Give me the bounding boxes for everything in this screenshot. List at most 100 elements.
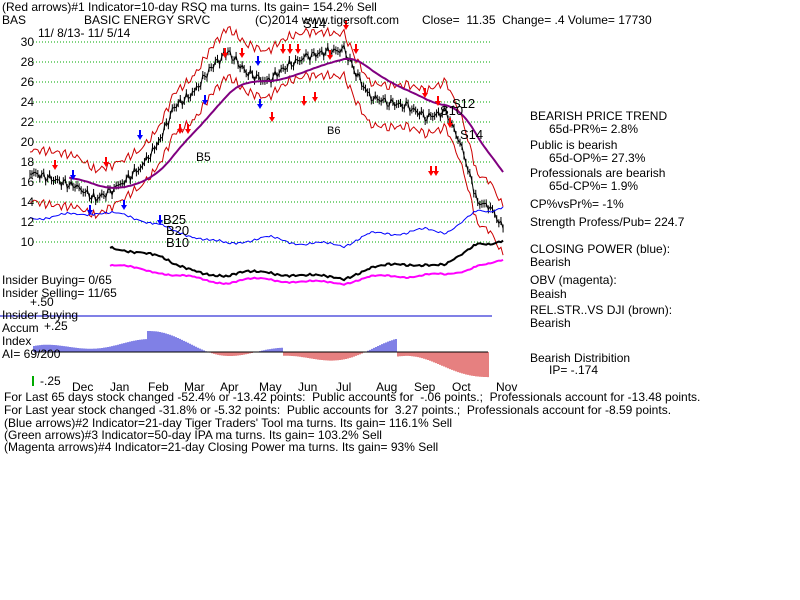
date-range: 11/ 8/13- 11/ 5/14 — [38, 26, 131, 40]
y-tick-label: 12 — [20, 215, 34, 229]
signal-label: S12 — [452, 96, 476, 111]
professionals-value: 65d-CP%= 1.9% — [549, 179, 639, 193]
signal-arrowhead-icon — [185, 129, 191, 134]
signal-arrowhead-icon — [222, 53, 228, 58]
signal-arrowhead-icon — [157, 220, 163, 225]
footer-line4: (Green arrows)#3 Indicator=50-day IPA ma… — [4, 428, 382, 442]
y-tick-label: 28 — [20, 55, 34, 69]
accum-tick-top: +.25 — [44, 319, 68, 333]
signal-label: B5 — [196, 150, 211, 164]
signal-arrowhead-icon — [269, 117, 275, 122]
x-tick-label: Jan — [110, 380, 130, 394]
insider-buying-count: Insider Buying= 0/65 — [2, 273, 112, 287]
y-tick-label: 22 — [20, 115, 34, 129]
signal-arrowhead-icon — [353, 49, 359, 54]
professionals-title: Professionals are bearish — [530, 166, 666, 180]
x-tick-label: Jul — [336, 380, 352, 394]
ticker-symbol: BAS — [2, 13, 27, 27]
y-tick-label: 16 — [20, 175, 34, 189]
trend-value: 65d-PR%= 2.8% — [549, 122, 639, 136]
signal-arrowhead-icon — [137, 135, 143, 140]
obv-line — [109, 258, 504, 286]
signal-arrowhead-icon — [177, 129, 183, 134]
x-tick-label: Mar — [184, 380, 205, 394]
signal-arrowhead-icon — [327, 55, 333, 60]
signal-label: S14 — [460, 127, 484, 142]
lower-band-line — [29, 69, 504, 256]
price-line — [29, 43, 504, 229]
footer-line1: For Last 65 days stock changed -52.4% or… — [4, 390, 701, 404]
signal-label: S10 — [440, 103, 464, 118]
relstr-value: Bearish — [530, 316, 571, 330]
signal-arrowhead-icon — [103, 162, 109, 167]
ip-value: IP= -.174 — [549, 363, 599, 377]
public-title: Public is bearish — [530, 138, 618, 152]
x-tick-label: Jun — [298, 380, 318, 394]
y-tick-label: 10 — [20, 235, 34, 249]
signal-label: B20 — [166, 223, 190, 238]
signal-arrowhead-icon — [295, 49, 301, 54]
relstr-line — [109, 239, 504, 282]
signal-label: B10 — [166, 235, 190, 250]
signal-arrowhead-icon — [121, 205, 127, 210]
x-tick-label: Sep — [414, 380, 436, 394]
signal-arrowhead-icon — [435, 101, 441, 106]
copyright: (C)2014 www.tigersoft.com — [255, 13, 400, 27]
trend-title: BEARISH PRICE TREND — [530, 109, 668, 123]
closing-power-line — [29, 206, 504, 249]
index-label: Index — [2, 334, 32, 348]
signal-arrowhead-icon — [301, 101, 307, 106]
footer-line5: (Magenta arrows)#4 Indicator=21-day Clos… — [4, 440, 439, 454]
accum-tick-bottom: -.25 — [40, 374, 61, 388]
obv-value: Beaish — [530, 287, 567, 301]
lower-panel-label: Insider Buying — [2, 308, 79, 322]
signal-arrowhead-icon — [343, 25, 349, 30]
y-tick-label: 26 — [20, 75, 34, 89]
x-tick-label: Aug — [376, 380, 398, 394]
obv-label: OBV (magenta): — [530, 273, 617, 287]
signal-arrowhead-icon — [202, 100, 208, 105]
footer-line2: For Last year stock changed -31.8% or -5… — [4, 403, 672, 417]
closing-power-value: Bearish — [530, 255, 571, 269]
signal-arrowhead-icon — [447, 123, 453, 128]
signal-label: B6 — [327, 125, 341, 137]
y-tick-label: 14 — [20, 195, 34, 209]
distribution-label: Bearish Distribition — [530, 351, 631, 365]
public-value: 65d-OP%= 27.3% — [549, 151, 646, 165]
x-tick-label: Dec — [72, 380, 94, 394]
quote-line: Close= 11.35 Change= .4 Volume= 17730 — [422, 13, 652, 27]
company-name: BASIC ENERGY SRVC — [84, 13, 211, 27]
signal-arrowhead-icon — [428, 171, 434, 176]
signal-arrowhead-icon — [312, 97, 318, 102]
x-tick-label: May — [259, 380, 282, 394]
signal-arrowhead-icon — [257, 104, 263, 109]
y-tick-label: 20 — [20, 135, 34, 149]
signal-arrowhead-icon — [287, 49, 293, 54]
signal-arrowhead-icon — [433, 171, 439, 176]
ai-value: AI= 69/200 — [2, 347, 61, 361]
signal-arrowhead-icon — [70, 175, 76, 180]
obv-scale-label: +.50 — [30, 295, 54, 309]
signal-arrowhead-icon — [239, 53, 245, 58]
signal-label: S14 — [303, 16, 327, 31]
footer-line3: (Blue arrows)#2 Indicator=21-day Tiger T… — [4, 416, 453, 430]
closing-power-label: CLOSING POWER (blue): — [530, 242, 671, 256]
signal-arrowhead-icon — [52, 165, 58, 170]
signal-arrowhead-icon — [255, 61, 261, 66]
x-tick-label: Oct — [452, 380, 471, 394]
ma-long-line — [69, 57, 504, 189]
y-tick-label: 24 — [20, 95, 34, 109]
signal-label: B25 — [163, 212, 187, 227]
y-tick-label: 30 — [20, 35, 34, 49]
strength-ratio: Strength Profess/Pub= 224.7 — [530, 215, 685, 229]
x-tick-label: Feb — [148, 380, 169, 394]
cp-vs-pr: CP%vsPr%= -1% — [530, 197, 624, 211]
header-line1: (Red arrows)#1 Indicator=10-day RSQ ma t… — [2, 0, 377, 14]
signal-arrowhead-icon — [422, 93, 428, 98]
signal-arrowhead-icon — [280, 49, 286, 54]
insider-selling-count: Insider Selling= 11/65 — [2, 286, 117, 300]
x-tick-label: Apr — [220, 380, 239, 394]
relstr-label: REL.STR..VS DJI (brown): — [530, 303, 673, 317]
accum-label: Accum — [2, 321, 39, 335]
